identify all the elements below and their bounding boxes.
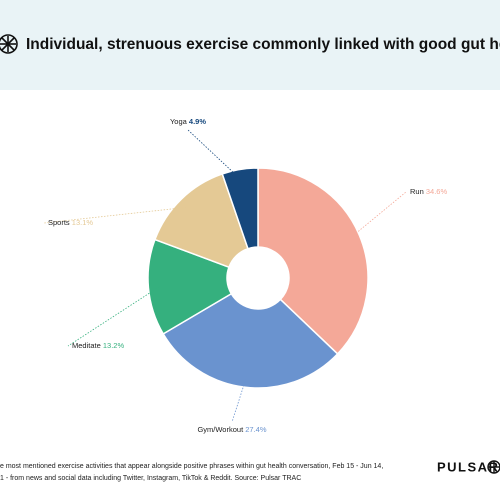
slice-label: Sports 13.1% (48, 218, 93, 227)
brand: PULSAR (437, 459, 499, 474)
value-label: 4.9% (189, 117, 206, 126)
value-label: 34.6% (426, 187, 448, 196)
leader-line (187, 129, 242, 181)
leader-line (43, 206, 189, 224)
chart-title: Individual, strenuous exercise commonly … (26, 36, 500, 53)
value-label: 27.4% (245, 425, 267, 434)
brand-logo (487, 460, 500, 474)
header-band (0, 0, 500, 90)
slice-label: Run 34.6% (410, 187, 447, 196)
footnote: e most mentioned exercise activities tha… (0, 463, 383, 470)
slice-label: Yoga 4.9% (170, 117, 206, 126)
category-label: Meditate (72, 341, 101, 350)
category-label: Run (410, 187, 424, 196)
slice-label: Meditate 13.2% (72, 341, 124, 350)
category-label: Sports (48, 218, 70, 227)
value-label: 13.2% (103, 341, 125, 350)
category-label: Gym/Workout (197, 425, 244, 434)
slice-label: Gym/Workout 27.4% (197, 425, 266, 434)
donut-slice (153, 172, 249, 269)
donut-slice (162, 292, 339, 389)
leader-line (67, 286, 160, 347)
donut-slice (257, 167, 369, 355)
footnote: 1 - from news and social data including … (0, 475, 301, 482)
leader-line (231, 376, 248, 423)
value-label: 13.1% (72, 218, 94, 227)
donut-slice (221, 167, 259, 250)
donut-slice (147, 238, 233, 335)
leader-line (348, 191, 407, 240)
logo (0, 34, 18, 54)
category-label: Yoga (170, 117, 188, 126)
